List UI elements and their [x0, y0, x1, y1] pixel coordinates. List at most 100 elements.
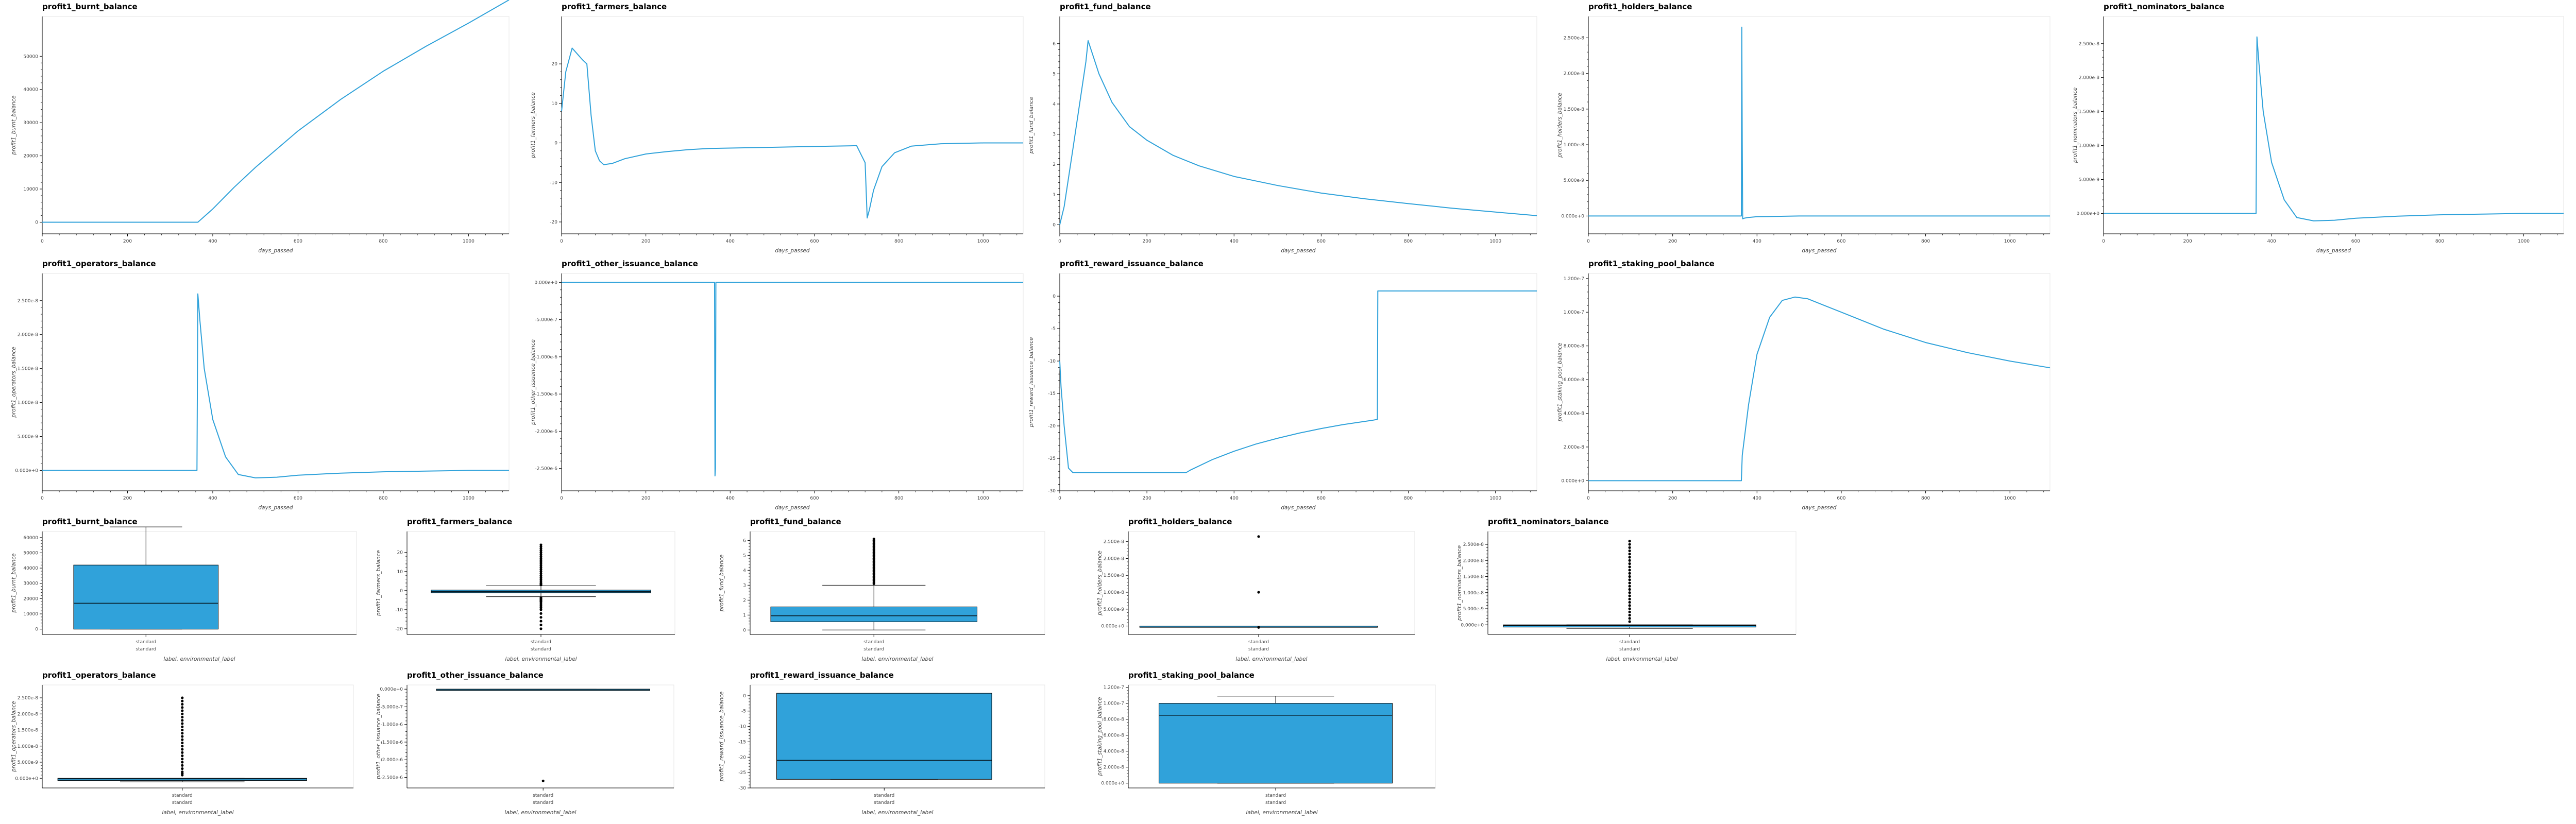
- chart-svg: 0.000e+0 5.000e-9 1.000e-8 1.500e-8 2.000e-8…: [11, 684, 354, 816]
- outlier-point: [181, 702, 184, 706]
- y-tick-label: 4.000e-8: [1104, 749, 1125, 754]
- y-tick-label: 6.000e-8: [1564, 377, 1585, 383]
- outlier-point: [181, 767, 184, 770]
- x-tick-label: 1000: [2004, 496, 2016, 501]
- y-tick-label: 0.000e+0: [380, 687, 403, 692]
- y-axis-label: profit1_reward_issuance_balance: [719, 692, 725, 782]
- y-tick-label: 60000: [23, 536, 38, 541]
- y-tick-label: 10: [552, 101, 558, 107]
- y-tick-label: 2.000e-8: [18, 712, 39, 717]
- category-sub-label: standard: [863, 647, 884, 652]
- y-tick-label: 4: [743, 568, 746, 573]
- outlier-point: [1628, 543, 1631, 546]
- y-tick-label: 0: [400, 589, 403, 594]
- chart-panel-holders-line: profit1_holders_balance 0.000e+0 5.000e-9…: [1557, 2, 2057, 259]
- y-tick-label: 5: [743, 553, 746, 558]
- y-tick-label: 1.500e-8: [2079, 110, 2100, 115]
- outlier-point: [1628, 594, 1631, 597]
- outlier-point: [539, 545, 543, 548]
- x-tick-label: 1000: [463, 496, 474, 501]
- y-tick-label: 0.000e+0: [1101, 781, 1124, 786]
- series-line: [562, 282, 1023, 477]
- chart-title: profit1_operators_balance: [42, 671, 156, 680]
- y-tick-label: 0.000e+0: [2076, 211, 2099, 216]
- y-tick-label: 2.500e-8: [1463, 542, 1484, 547]
- outlier-point: [539, 572, 543, 575]
- x-tick-label: 200: [1668, 239, 1677, 244]
- y-tick-label: 50000: [23, 54, 38, 59]
- y-tick-label: -1.500e-6: [380, 740, 403, 745]
- y-tick-label: 50000: [23, 551, 38, 556]
- x-tick-label: 800: [1921, 496, 1930, 501]
- outlier-point: [539, 616, 543, 619]
- x-axis-label: days_passed: [258, 505, 293, 511]
- x-tick-label: 800: [1404, 239, 1413, 244]
- y-tick-label: -15: [1048, 391, 1056, 397]
- y-tick-label: -1.000e-6: [380, 723, 403, 728]
- y-tick-label: -10: [550, 180, 557, 185]
- y-tick-label: 10: [397, 570, 403, 575]
- x-tick-label: 800: [379, 496, 387, 501]
- y-tick-label: 1.000e-8: [1463, 591, 1484, 596]
- y-axis-label: profit1_nominators_balance: [2072, 88, 2078, 163]
- outlier-point: [539, 581, 543, 585]
- y-tick-label: 1.500e-8: [18, 367, 39, 372]
- y-tick-label: 6: [743, 538, 746, 543]
- y-tick-label: 5: [1053, 72, 1056, 77]
- y-tick-label: 1.500e-8: [1463, 575, 1484, 580]
- outlier-point: [1628, 546, 1631, 549]
- chart-title: profit1_holders_balance: [1128, 517, 1232, 526]
- outlier-point: [539, 606, 543, 609]
- chart-title: profit1_staking_pool_balance: [1128, 671, 1255, 680]
- outlier-point: [181, 770, 184, 774]
- y-tick-label: 1.200e-7: [1104, 685, 1124, 691]
- x-tick-label: 400: [1753, 239, 1761, 244]
- y-tick-label: -2.000e-6: [535, 429, 557, 434]
- x-tick-label: 1000: [463, 239, 474, 244]
- chart-svg: 0.000e+0 2.000e-8 4.000e-8 6.000e-8 8.000e-8…: [1557, 273, 2050, 511]
- plot-frame: [1588, 16, 2050, 234]
- category-label: standard: [863, 640, 884, 645]
- y-tick-label: 20000: [23, 596, 38, 602]
- outlier-point: [539, 549, 543, 552]
- outlier-point: [1628, 572, 1631, 575]
- chart-title: profit1_other_issuance_balance: [407, 671, 544, 680]
- category-label: standard: [135, 640, 156, 645]
- y-tick-label: 2: [1053, 162, 1056, 167]
- x-tick-label: 400: [2267, 239, 2276, 244]
- category-sub-label: standard: [172, 800, 193, 805]
- outlier-point: [539, 612, 543, 615]
- x-tick-label: 200: [123, 239, 132, 244]
- y-tick-label: 0: [1053, 294, 1056, 299]
- x-tick-label: 200: [2183, 239, 2192, 244]
- y-tick-label: 0: [554, 141, 557, 146]
- box-iqr: [1159, 703, 1393, 784]
- outlier-point: [1628, 562, 1631, 565]
- outlier-point: [1628, 549, 1631, 553]
- x-tick-label: 0: [1058, 239, 1061, 244]
- outlier-point: [539, 627, 543, 630]
- chart-svg: 0.000e+0 -5.000e-7 -1.000e-6 -1.500e-6 -2.00…: [530, 273, 1024, 511]
- y-tick-label: 0: [35, 220, 38, 225]
- y-tick-label: 6: [1053, 42, 1056, 47]
- y-tick-label: -5.000e-7: [380, 705, 403, 710]
- chart-panel-other-issuance-line: profit1_other_issuance_balance 0.000e+0 -…: [515, 259, 1030, 516]
- x-tick-label: 400: [726, 239, 735, 244]
- x-tick-label: 0: [2102, 239, 2105, 244]
- chart-panel-other-issuance-box: profit1_other_issuance_balance 0.000e+0 -…: [361, 671, 681, 823]
- chart-panel-staking-pool-box: profit1_staking_pool_balance 0.000e+0 2.0…: [1087, 671, 1443, 823]
- outlier-point: [539, 551, 543, 554]
- box-iqr: [73, 564, 219, 630]
- y-tick-label: 2.500e-8: [18, 696, 39, 701]
- outlier-point: [539, 579, 543, 582]
- outlier-point: [1628, 540, 1631, 543]
- y-tick-label: 1.200e-7: [1564, 277, 1584, 282]
- outlier-point: [181, 719, 184, 722]
- x-tick-label: 200: [1143, 239, 1151, 244]
- y-tick-label: 0: [35, 627, 38, 632]
- y-tick-label: -25: [738, 770, 746, 776]
- y-tick-label: 2.500e-8: [1564, 36, 1585, 41]
- outlier-point: [539, 623, 543, 627]
- box-iqr: [776, 693, 992, 780]
- y-tick-label: -1.500e-6: [535, 392, 557, 397]
